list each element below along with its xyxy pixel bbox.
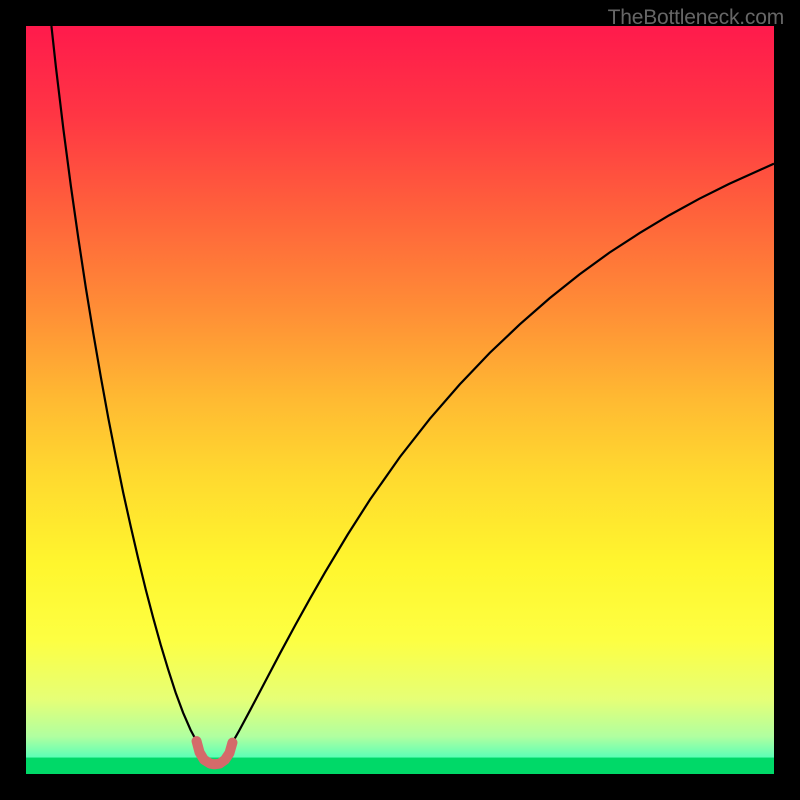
chart-background-gradient: [26, 26, 774, 774]
watermark-text: TheBottleneck.com: [608, 6, 784, 30]
chart-frame: TheBottleneck.com: [0, 0, 800, 800]
chart-bottom-green-band: [26, 758, 774, 774]
bottleneck-chart-svg: [0, 0, 800, 800]
